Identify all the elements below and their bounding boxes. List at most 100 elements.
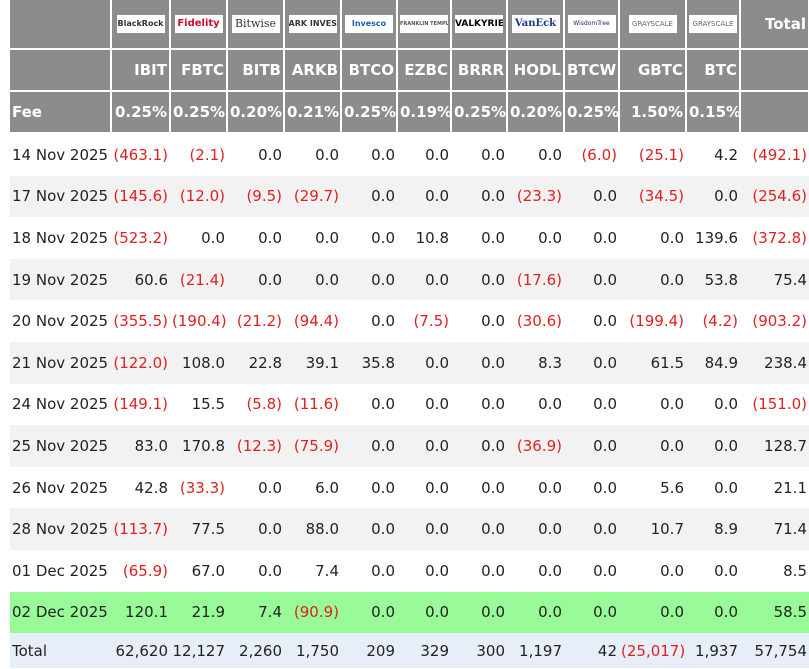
flow-value: (372.8) (752, 228, 807, 247)
flow-value: 0.0 (686, 591, 740, 634)
fee: 0.25% (169, 91, 228, 134)
logo-cell: GRAYSCALE (685, 0, 741, 50)
flow-value: 22.8 (227, 341, 284, 384)
flow-value: 0.0 (564, 425, 619, 467)
issuer-logo: Invesco (345, 15, 393, 34)
ticker-row: IBIT FBTC BITB ARKB BTCO EZBC BRRR HODL BTCW GBTC… (10, 49, 809, 92)
date: 28 Nov 2025 (10, 508, 111, 550)
flow-row: 18 Nov 2025 (523.2) 0.0 0.0 0.0 0.0 10.8 0.0 0.0… (10, 217, 809, 259)
flow-value: 0.0 (593, 395, 617, 414)
flow-value: (6.0) (581, 145, 617, 164)
flow-value: 0.0 (507, 591, 564, 634)
total-value: 1,937 (686, 633, 740, 669)
issuer-logo: Fidelity (174, 15, 223, 34)
flow-value: (463.1) (113, 145, 168, 164)
total-value: 329 (397, 633, 451, 669)
flow-value: (355.5) (113, 312, 168, 331)
flow-value: (12.3) (227, 425, 284, 467)
issuer-logo: GRAYSCALE (628, 15, 677, 34)
flow-value: 0.0 (481, 478, 505, 497)
issuer-logo: GRAYSCALE (689, 15, 737, 34)
flow-value: 0.0 (258, 145, 282, 164)
fee: 0.25% (563, 91, 620, 134)
flow-value: 108.0 (170, 341, 227, 384)
flow-value: (90.9) (284, 591, 341, 634)
flow-row: 20 Nov 2025 (355.5) (190.4) (21.2) (94.4) 0.0… (10, 300, 809, 342)
flow-row: 28 Nov 2025 (113.7) 77.5 0.0 88.0 0.0 0.0 0.0 0.… (10, 508, 809, 550)
flow-value: (9.5) (227, 175, 284, 218)
flow-value: 21.9 (170, 591, 227, 634)
date: 25 Nov 2025 (10, 425, 111, 467)
logo-cell: ARK INVEST (283, 0, 342, 50)
flow-value: 6.0 (315, 478, 339, 497)
flow-row: 25 Nov 2025 83.0 170.8 (12.3) (75.9) 0.0 0.0 0.… (10, 425, 809, 467)
total-value: 1,197 (507, 633, 564, 669)
flow-value: (254.6) (740, 175, 809, 218)
fee: 0.20% (506, 91, 565, 134)
flow-value: (23.3) (507, 175, 564, 218)
flow-row: 02 Dec 2025 120.1 21.9 7.4 (90.9) 0.0 0.0 0.0 0.… (10, 591, 809, 634)
issuer-logo: FRANKLIN TEMPLETON (400, 15, 448, 34)
flow-value: 0.0 (341, 591, 397, 634)
flow-value: 0.0 (227, 508, 284, 550)
flow-value: 0.0 (660, 561, 684, 580)
flow-value: 0.0 (564, 591, 619, 634)
logo-cell: Bitwise (226, 0, 285, 50)
flow-value: 61.5 (619, 341, 686, 384)
flow-value: 0.0 (507, 508, 564, 550)
fee: 0.25% (340, 91, 398, 134)
flow-value: 0.0 (481, 145, 505, 164)
flow-value: 0.0 (714, 478, 738, 497)
flow-value: 120.1 (111, 591, 170, 634)
date: 21 Nov 2025 (10, 341, 111, 384)
flow-value: (36.9) (507, 425, 564, 467)
date: 24 Nov 2025 (12, 395, 109, 414)
flow-value: 0.0 (660, 395, 684, 414)
total-value: 300 (451, 633, 507, 669)
flow-value: 0.0 (341, 425, 397, 467)
flow-value: 238.4 (740, 341, 809, 384)
flow-value: 39.1 (284, 341, 341, 384)
logo-cell: VanEck (506, 0, 565, 50)
flow-value: 67.0 (191, 561, 225, 580)
flow-value: (113.7) (111, 508, 170, 550)
date: 01 Dec 2025 (12, 561, 108, 580)
flow-value: 0.0 (258, 561, 282, 580)
flow-value: 0.0 (451, 258, 507, 301)
flow-value: 128.7 (740, 425, 809, 467)
flow-value: 0.0 (425, 478, 449, 497)
flow-value: (7.5) (413, 312, 449, 331)
flow-value: 8.5 (783, 561, 807, 580)
ticker: FBTC (169, 49, 228, 92)
logo-row: BlackRock Fidelity Bitwise ARK INVEST Invesc… (10, 0, 809, 50)
flow-value: 0.0 (593, 478, 617, 497)
flow-value: 0.0 (538, 395, 562, 414)
flow-value: 42.8 (134, 478, 168, 497)
flow-value: 0.0 (397, 425, 451, 467)
issuer-logo: Bitwise (231, 15, 280, 34)
flow-value: 0.0 (425, 395, 449, 414)
flow-value: 0.0 (397, 591, 451, 634)
flow-value: 0.0 (564, 508, 619, 550)
total-value: 2,260 (227, 633, 284, 669)
flow-value: (34.5) (619, 175, 686, 218)
fee: 0.25% (450, 91, 508, 134)
issuer-logo: ARK INVEST (288, 15, 337, 34)
total-value: 57,754 (740, 633, 809, 669)
flow-value: (523.2) (113, 228, 168, 247)
flow-value: (2.1) (189, 145, 225, 164)
ticker: BTCO (340, 49, 398, 92)
ticker: BTCW (563, 49, 620, 92)
blank-cell (739, 49, 809, 92)
logo-cell: Invesco (340, 0, 398, 50)
ticker: HODL (506, 49, 565, 92)
total-value: (25,017) (619, 633, 686, 669)
ticker: ARKB (283, 49, 342, 92)
corner-cell (10, 0, 112, 50)
fee: 0.15% (685, 91, 741, 134)
issuer-logo: VALKYRIE (455, 15, 503, 34)
flow-value: (145.6) (111, 175, 170, 218)
flow-value: 0.0 (284, 258, 341, 301)
flow-value: 0.0 (371, 145, 395, 164)
